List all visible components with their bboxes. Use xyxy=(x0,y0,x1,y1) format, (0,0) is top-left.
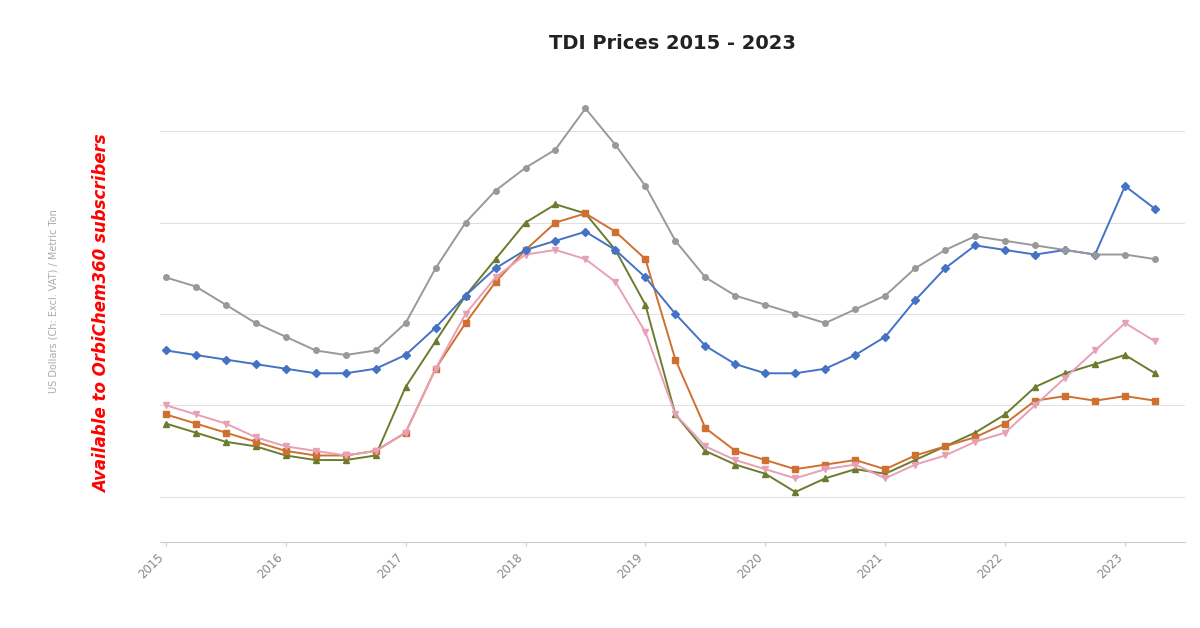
Text: Available to OrbiChem360 subscribers: Available to OrbiChem360 subscribers xyxy=(94,134,112,494)
Text: US Dollars (Ch: Excl. VAT) / Metric Ton: US Dollars (Ch: Excl. VAT) / Metric Ton xyxy=(49,210,59,393)
Title: TDI Prices 2015 - 2023: TDI Prices 2015 - 2023 xyxy=(548,34,796,53)
